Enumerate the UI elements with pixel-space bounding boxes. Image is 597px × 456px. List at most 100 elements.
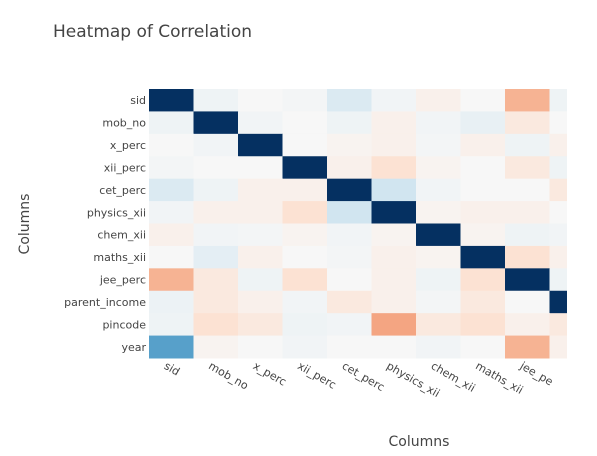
heatmap-cell [149, 178, 194, 202]
heatmap-cell [149, 111, 194, 135]
x-tick-label: x_perc [251, 359, 289, 388]
heatmap-cell [549, 313, 567, 337]
heatmap-cell [549, 89, 567, 112]
heatmap-cell [549, 335, 567, 359]
heatmap-cell [416, 245, 461, 269]
heatmap-cell [327, 313, 372, 337]
heatmap-cell [149, 89, 194, 112]
x-tick-label: maths_xii [473, 359, 525, 397]
heatmap-cell [327, 133, 372, 157]
heatmap-cell [282, 268, 328, 292]
heatmap-cell [549, 268, 567, 292]
heatmap-cell [193, 290, 239, 314]
x-tick-label: cet_perc [340, 359, 387, 394]
heatmap-cell [505, 335, 550, 359]
heatmap-cell [238, 133, 283, 157]
heatmap-cell [549, 290, 567, 314]
heatmap-cell [460, 223, 506, 247]
heatmap-cell [327, 335, 372, 359]
heatmap-cell [549, 156, 567, 180]
heatmap-cell [460, 245, 506, 269]
heatmap-cell [371, 111, 417, 135]
heatmap-cell [282, 335, 328, 359]
heatmap-cell [193, 156, 239, 180]
y-tick-label: maths_xii [93, 251, 146, 264]
heatmap-cell [549, 223, 567, 247]
heatmap-cell [416, 111, 461, 135]
heatmap-cell [327, 178, 372, 202]
heatmap-cell [371, 313, 417, 337]
heatmap-cell [327, 111, 372, 135]
heatmap-cell [371, 290, 417, 314]
heatmap-cell [505, 133, 550, 157]
heatmap-cell [416, 268, 461, 292]
heatmap-cell [238, 111, 283, 135]
heatmap-cell [505, 290, 550, 314]
x-tick-labels: sid mob_no x_perc xii_perc cet_percphysics_x… [162, 359, 556, 400]
heatmap-cell [327, 245, 372, 269]
heatmap-cell [238, 89, 283, 112]
heatmap-cell [371, 268, 417, 292]
heatmap-cell [371, 201, 417, 224]
heatmap-cell [327, 268, 372, 292]
heatmap-cell [149, 268, 194, 292]
heatmap-cell [460, 156, 506, 180]
heatmap-cell [416, 156, 461, 180]
heatmap-cell [193, 201, 239, 224]
heatmap-cell [327, 290, 372, 314]
y-tick-label: sid [130, 94, 146, 107]
heatmap-cell [549, 133, 567, 157]
heatmap-cell [505, 111, 550, 135]
heatmap-cell [505, 223, 550, 247]
heatmap-cell [371, 133, 417, 157]
x-tick-label: sid [162, 359, 182, 378]
heatmap-cell [505, 313, 550, 337]
heatmap-cell [282, 133, 328, 157]
heatmap-cell [149, 223, 194, 247]
y-tick-label: pincode [102, 318, 146, 331]
heatmap-cell [327, 89, 372, 112]
heatmap-cell [549, 201, 567, 224]
heatmap-cell [238, 201, 283, 224]
heatmap-cell [549, 245, 567, 269]
heatmap-cell [282, 156, 328, 180]
heatmap-cell [238, 156, 283, 180]
heatmap-cell [416, 133, 461, 157]
heatmap-cell [460, 133, 506, 157]
heatmap-cell [149, 313, 194, 337]
y-tick-label: year [121, 341, 146, 354]
heatmap-cell [416, 223, 461, 247]
heatmap-cell [238, 335, 283, 359]
chart-title: Heatmap of Correlation [53, 22, 252, 42]
heatmap-cell [282, 178, 328, 202]
heatmap-cell [460, 89, 506, 112]
heatmap-cell [282, 223, 328, 247]
heatmap-cell [460, 335, 506, 359]
heatmap-cell [238, 223, 283, 247]
y-axis-label: Columns [17, 194, 33, 255]
heatmap-cell [416, 335, 461, 359]
heatmap-cell [327, 201, 372, 224]
heatmap-cell [460, 178, 506, 202]
heatmap-cell [371, 89, 417, 112]
heatmap-cell [505, 245, 550, 269]
y-tick-label: x_perc [110, 139, 146, 152]
heatmap-cell [149, 335, 194, 359]
y-tick-label: mob_no [102, 117, 146, 130]
heatmap-cell [149, 201, 194, 224]
heatmap-cell [238, 313, 283, 337]
heatmap-cell [149, 133, 194, 157]
y-tick-label: cet_perc [99, 184, 146, 197]
heatmap-cell [282, 245, 328, 269]
heatmap-cell [460, 313, 506, 337]
heatmap-cell [149, 156, 194, 180]
heatmap-cell [193, 223, 239, 247]
heatmap-cell [460, 111, 506, 135]
heatmap-cell [371, 156, 417, 180]
heatmap-cell [416, 178, 461, 202]
heatmap-cell [238, 178, 283, 202]
heatmap-cell [193, 89, 239, 112]
x-tick-label: xii_perc [295, 359, 338, 391]
heatmap-cell [505, 201, 550, 224]
